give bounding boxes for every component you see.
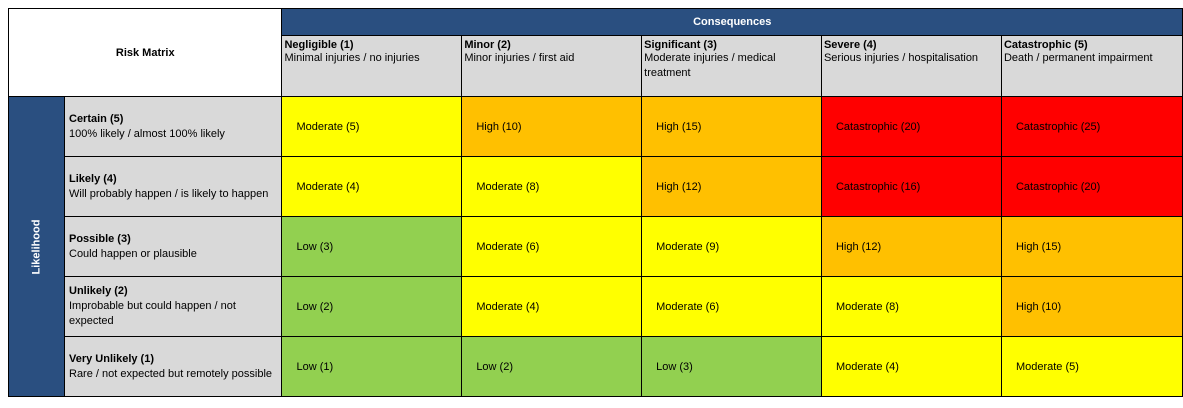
row-title: Possible (3) <box>69 232 131 245</box>
matrix-row-likely: Likely (4) Will probably happen / is like… <box>9 156 1183 217</box>
risk-cell: Catastrophic (16) <box>820 156 1002 217</box>
risk-cell: Low (3) <box>641 336 822 397</box>
risk-cell: Moderate (8) <box>461 156 643 217</box>
matrix-title: Risk Matrix <box>7 8 283 97</box>
row-title: Likely (4) <box>69 172 117 185</box>
column-header-row: Negligible (1) Minimal injuries / no inju… <box>9 35 1183 97</box>
column-header-significant: Significant (3) Moderate injuries / medic… <box>641 35 822 97</box>
risk-cell: Moderate (4) <box>461 276 643 337</box>
consequences-header: Consequences <box>281 8 1183 36</box>
column-title: Catastrophic (5) <box>1003 39 1088 51</box>
row-title: Certain (5) <box>69 112 124 125</box>
column-desc: Death / permanent impairment <box>1003 52 1153 64</box>
column-header-negligible: Negligible (1) Minimal injuries / no inju… <box>281 35 463 97</box>
risk-cell: Catastrophic (25) <box>1000 96 1183 157</box>
column-title: Minor (2) <box>464 39 511 51</box>
risk-cell: Low (1) <box>281 336 463 397</box>
row-desc: Improbable but could happen / not expect… <box>69 300 236 327</box>
column-title: Severe (4) <box>823 39 877 51</box>
matrix-row-possible: Possible (3) Could happen or plausible Lo… <box>9 216 1183 277</box>
column-title: Negligible (1) <box>284 39 354 51</box>
column-desc: Minor injuries / first aid <box>464 52 575 64</box>
risk-cell: High (10) <box>1000 276 1183 337</box>
row-header-certain: Certain (5) 100% likely / almost 100% lik… <box>63 96 283 157</box>
matrix-row-unlikely: Unlikely (2) Improbable but could happen … <box>9 276 1183 337</box>
risk-matrix-container: Risk Matrix Consequences Negligible (1) M… <box>7 8 1183 397</box>
row-desc: Will probably happen / is likely to happ… <box>69 187 269 200</box>
risk-cell: Moderate (6) <box>461 216 643 277</box>
risk-cell: High (15) <box>1000 216 1183 277</box>
column-desc: Minimal injuries / no injuries <box>284 52 420 64</box>
matrix-row-certain: Likelihood Certain (5) 100% likely / almo… <box>8 96 1183 397</box>
row-title: Unlikely (2) <box>69 285 128 297</box>
risk-cell: High (12) <box>820 216 1002 277</box>
risk-cell: Moderate (9) <box>641 216 822 277</box>
row-header-unlikely: Unlikely (2) Improbable but could happen … <box>63 276 283 337</box>
risk-cell: Moderate (6) <box>641 276 822 337</box>
likelihood-header: Likelihood <box>8 96 65 397</box>
risk-cell: High (15) <box>641 96 822 157</box>
risk-cell: Moderate (4) <box>281 156 463 217</box>
row-desc: Could happen or plausible <box>69 247 197 260</box>
row-title: Very Unlikely (1) <box>69 352 154 365</box>
risk-cell: Moderate (5) <box>1000 336 1183 397</box>
column-desc: Serious injuries / hospitalisation <box>823 52 979 64</box>
consequences-header-row: Risk Matrix Consequences <box>7 8 1183 97</box>
column-header-minor: Minor (2) Minor injuries / first aid <box>461 35 643 97</box>
column-header-severe: Severe (4) Serious injuries / hospitalisa… <box>820 35 1002 97</box>
row-header-possible: Possible (3) Could happen or plausible <box>63 216 283 277</box>
column-desc: Moderate injuries / medical treatment <box>644 52 776 79</box>
row-desc: Rare / not expected but remotely possibl… <box>69 367 273 380</box>
risk-cell: Moderate (8) <box>820 276 1002 337</box>
risk-matrix-table: Risk Matrix Consequences Negligible (1) M… <box>7 8 1183 397</box>
risk-cell: Moderate (5) <box>281 96 463 157</box>
risk-cell: High (10) <box>461 96 643 157</box>
risk-cell: Catastrophic (20) <box>820 96 1002 157</box>
column-header-catastrophic: Catastrophic (5) Death / permanent impair… <box>1000 35 1183 97</box>
row-header-very-unlikely: Very Unlikely (1) Rare / not expected but… <box>63 336 283 397</box>
risk-cell: Low (2) <box>281 276 463 337</box>
risk-cell: Low (2) <box>461 336 643 397</box>
row-desc: 100% likely / almost 100% likely <box>69 127 225 140</box>
row-header-likely: Likely (4) Will probably happen / is like… <box>63 156 283 217</box>
risk-cell: Catastrophic (20) <box>1000 156 1183 217</box>
risk-cell: Low (3) <box>281 216 463 277</box>
column-title: Significant (3) <box>644 39 717 51</box>
matrix-row-very-unlikely: Very Unlikely (1) Rare / not expected but… <box>9 336 1183 397</box>
risk-cell: Moderate (4) <box>820 336 1002 397</box>
likelihood-label: Likelihood <box>30 219 43 274</box>
risk-cell: High (12) <box>641 156 822 217</box>
